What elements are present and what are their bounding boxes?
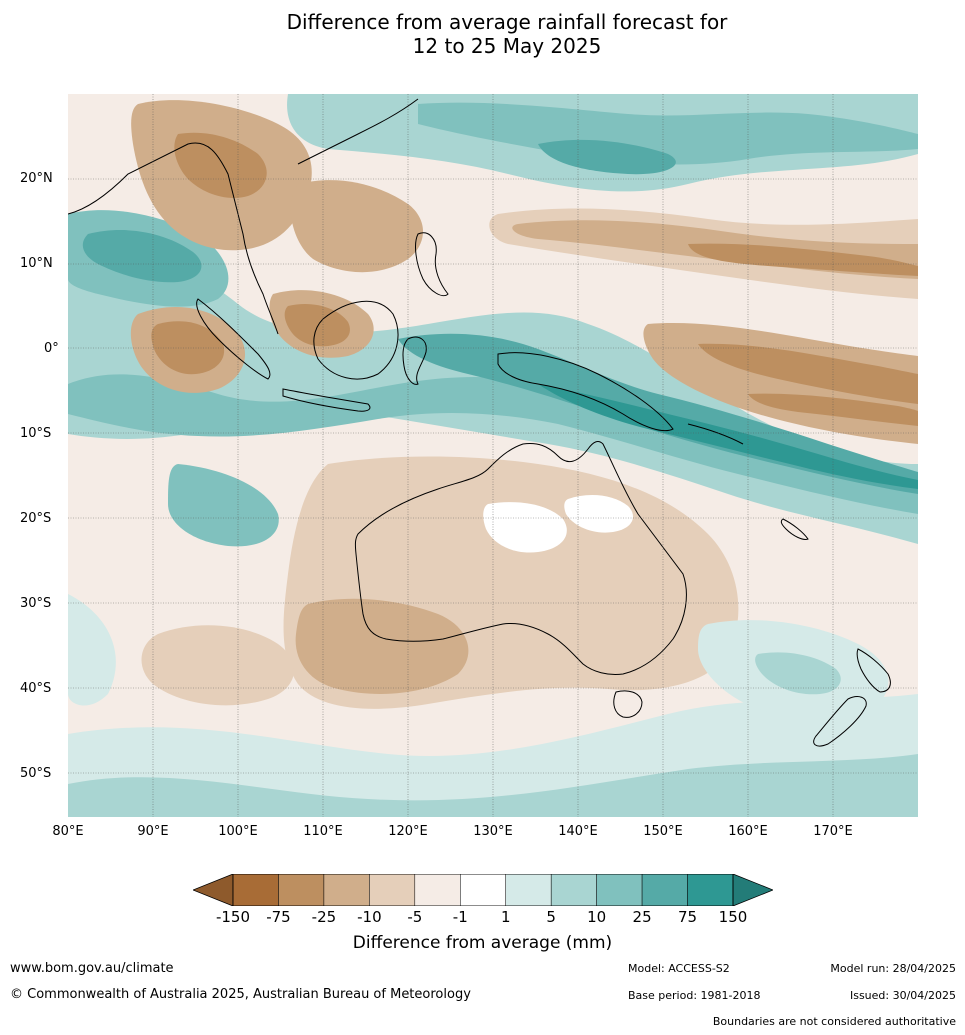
footer-copyright: © Commonwealth of Australia 2025, Austra… bbox=[10, 987, 471, 1002]
colorbar-tick-label: -5 bbox=[407, 908, 423, 926]
anomaly-sumatra-dry-core bbox=[151, 321, 225, 375]
coast-sumatra bbox=[196, 298, 271, 380]
graticule bbox=[68, 94, 918, 817]
footer-model: Model: ACCESS-S2 bbox=[628, 962, 730, 975]
rainfall-map bbox=[68, 94, 918, 817]
colorbar bbox=[193, 874, 773, 906]
colorbar-tick-label: 75 bbox=[677, 908, 698, 926]
lat-label-10s: 10°S bbox=[20, 426, 52, 441]
anomaly-nw-pacific-core bbox=[538, 139, 676, 175]
footer-website: www.bom.gov.au/climate bbox=[10, 961, 174, 976]
lon-label-100e: 100°E bbox=[218, 824, 258, 839]
rainfall-map-svg bbox=[68, 94, 918, 817]
lon-label-150e: 150°E bbox=[643, 824, 683, 839]
coastlines bbox=[68, 98, 891, 747]
colorbar-tick-label: -75 bbox=[266, 908, 291, 926]
lat-label-50s: 50°S bbox=[20, 766, 52, 781]
lon-label-140e: 140°E bbox=[558, 824, 598, 839]
map-title: Difference from average rainfall forecas… bbox=[0, 10, 965, 58]
coast-solomon bbox=[687, 423, 744, 445]
map-title-line1: Difference from average rainfall forecas… bbox=[286, 10, 728, 34]
colorbar-tick-label: 1 bbox=[500, 908, 511, 926]
footer-model-run: Model run: 28/04/2025 bbox=[830, 962, 956, 975]
colorbar-tick-label: 150 bbox=[718, 908, 748, 926]
colorbar-tick-label: -150 bbox=[215, 908, 251, 926]
lat-label-20s: 20°S bbox=[20, 511, 52, 526]
anomaly-borneo-dry-core bbox=[284, 303, 350, 347]
anomaly-equatorial-pacific-dry-core bbox=[698, 343, 918, 404]
coast-asia-mainland bbox=[68, 142, 279, 335]
colorbar-segment bbox=[550, 874, 597, 906]
lon-label-170e: 170°E bbox=[813, 824, 853, 839]
colorbar-tick-label: -25 bbox=[311, 908, 337, 926]
lat-label-10n: 10°N bbox=[20, 256, 53, 271]
lon-label-110e: 110°E bbox=[303, 824, 343, 839]
lon-label-90e: 90°E bbox=[137, 824, 169, 839]
coast-new-caledonia bbox=[780, 518, 809, 540]
anomaly-tasman-mid bbox=[755, 652, 841, 695]
coast-china bbox=[297, 98, 419, 165]
colorbar-segment bbox=[232, 874, 279, 906]
coast-australia bbox=[354, 441, 687, 675]
lat-label-0: 0° bbox=[44, 341, 59, 356]
colorbar-segment bbox=[414, 874, 461, 906]
colorbar-over-arrow bbox=[732, 874, 773, 906]
colorbar-tick-label: 10 bbox=[587, 908, 607, 926]
colorbar-tick-label: -1 bbox=[452, 908, 468, 926]
colorbar-title: Difference from average (mm) bbox=[352, 933, 613, 953]
lon-label-80e: 80°E bbox=[52, 824, 84, 839]
colorbar-tick-label: 25 bbox=[632, 908, 652, 926]
lon-label-160e: 160°E bbox=[728, 824, 768, 839]
anomaly-north-pacific-dry-core bbox=[688, 243, 918, 276]
colorbar-frame bbox=[232, 874, 734, 906]
lat-label-30s: 30°S bbox=[20, 596, 52, 611]
coast-nz-north bbox=[856, 648, 891, 693]
anomaly-near-normal-patch bbox=[483, 502, 567, 553]
anomaly-southern-ocean-mid bbox=[68, 754, 918, 817]
coast-new-guinea bbox=[497, 352, 674, 432]
anomaly-indian-ocean-teal bbox=[168, 464, 279, 547]
colorbar-segment bbox=[369, 874, 416, 906]
anomaly-bay-of-bengal-core bbox=[82, 230, 202, 283]
anomaly-near-normal-patch-2 bbox=[564, 494, 633, 533]
coast-sulawesi bbox=[402, 336, 427, 385]
lat-label-20n: 20°N bbox=[20, 171, 53, 186]
anomaly-south-china-sea-dry bbox=[290, 180, 423, 273]
coast-nz-south bbox=[813, 696, 867, 747]
colorbar-under-arrow bbox=[193, 874, 234, 906]
footer-boundaries: Boundaries are not considered authoritat… bbox=[712, 1015, 956, 1028]
anomaly-west-light bbox=[68, 594, 116, 706]
coast-philippines bbox=[415, 232, 449, 297]
colorbar-segment bbox=[460, 874, 506, 906]
colorbar-segment bbox=[641, 874, 688, 906]
map-title-line2: 12 to 25 May 2025 bbox=[412, 34, 602, 58]
colorbar-segment bbox=[323, 874, 370, 906]
anomaly-indochina-dry-core bbox=[174, 132, 267, 199]
coast-java bbox=[282, 388, 371, 412]
colorbar-tick-label: 5 bbox=[546, 908, 556, 926]
anomaly-tropical-band-mid bbox=[68, 374, 918, 514]
colorbar-segment bbox=[505, 874, 552, 906]
lat-label-40s: 40°S bbox=[20, 681, 52, 696]
colorbar-segment bbox=[596, 874, 643, 906]
lon-label-120e: 120°E bbox=[388, 824, 428, 839]
coast-tasmania bbox=[613, 690, 643, 718]
colorbar-segment bbox=[687, 874, 734, 906]
footer-base-period: Base period: 1981-2018 bbox=[628, 989, 761, 1002]
footer-issued: Issued: 30/04/2025 bbox=[849, 989, 956, 1002]
lon-label-130e: 130°E bbox=[473, 824, 513, 839]
anomaly-australia-dry-mid bbox=[295, 598, 469, 694]
anomaly-south-indian-dry bbox=[141, 625, 295, 706]
coast-borneo bbox=[313, 300, 399, 380]
colorbar-tick-label: -10 bbox=[357, 908, 382, 926]
colorbar-segment bbox=[278, 874, 325, 906]
